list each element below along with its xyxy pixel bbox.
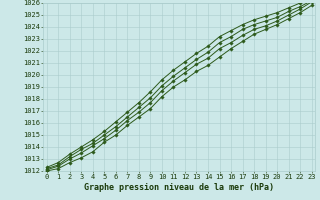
X-axis label: Graphe pression niveau de la mer (hPa): Graphe pression niveau de la mer (hPa) (84, 183, 274, 192)
